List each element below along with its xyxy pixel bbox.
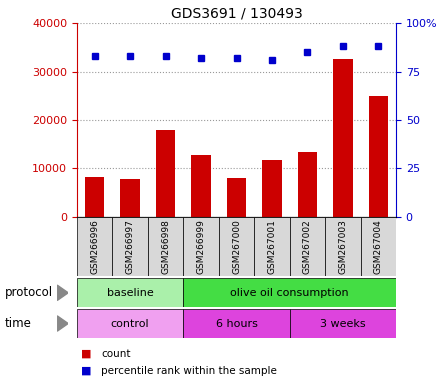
Text: GSM266998: GSM266998 [161,219,170,274]
Bar [290,309,396,338]
Text: time: time [4,317,31,330]
Text: GSM266996: GSM266996 [90,219,99,274]
Text: protocol: protocol [4,286,52,299]
Text: GSM266999: GSM266999 [197,219,205,274]
Text: GSM267003: GSM267003 [338,219,347,274]
Polygon shape [57,316,68,331]
Text: control: control [111,318,150,329]
Bar [77,309,183,338]
Text: GSM266997: GSM266997 [126,219,135,274]
Bar [77,278,183,307]
Text: GSM267001: GSM267001 [268,219,276,274]
Bar [77,217,113,276]
Bar [219,217,254,276]
Text: 6 hours: 6 hours [216,318,257,329]
Bar [113,217,148,276]
Bar [183,217,219,276]
Bar [360,217,396,276]
Bar [191,155,211,217]
Bar [325,217,360,276]
Bar [297,152,317,217]
Title: GDS3691 / 130493: GDS3691 / 130493 [171,7,302,20]
Bar [121,179,140,217]
Bar [262,160,282,217]
Polygon shape [57,285,68,300]
Text: 3 weeks: 3 weeks [320,318,366,329]
Bar [254,217,290,276]
Bar [227,178,246,217]
Bar [156,130,176,217]
Text: GSM267004: GSM267004 [374,219,383,274]
Bar [290,217,325,276]
Bar [85,177,104,217]
Bar [183,309,290,338]
Text: count: count [101,349,131,359]
Bar [183,278,396,307]
Text: baseline: baseline [107,288,154,298]
Text: percentile rank within the sample: percentile rank within the sample [101,366,277,376]
Text: GSM267002: GSM267002 [303,219,312,274]
Bar [148,217,183,276]
Text: ■: ■ [81,349,92,359]
Text: olive oil consumption: olive oil consumption [231,288,349,298]
Bar [369,96,388,217]
Text: GSM267000: GSM267000 [232,219,241,274]
Text: ■: ■ [81,366,92,376]
Bar [333,60,352,217]
